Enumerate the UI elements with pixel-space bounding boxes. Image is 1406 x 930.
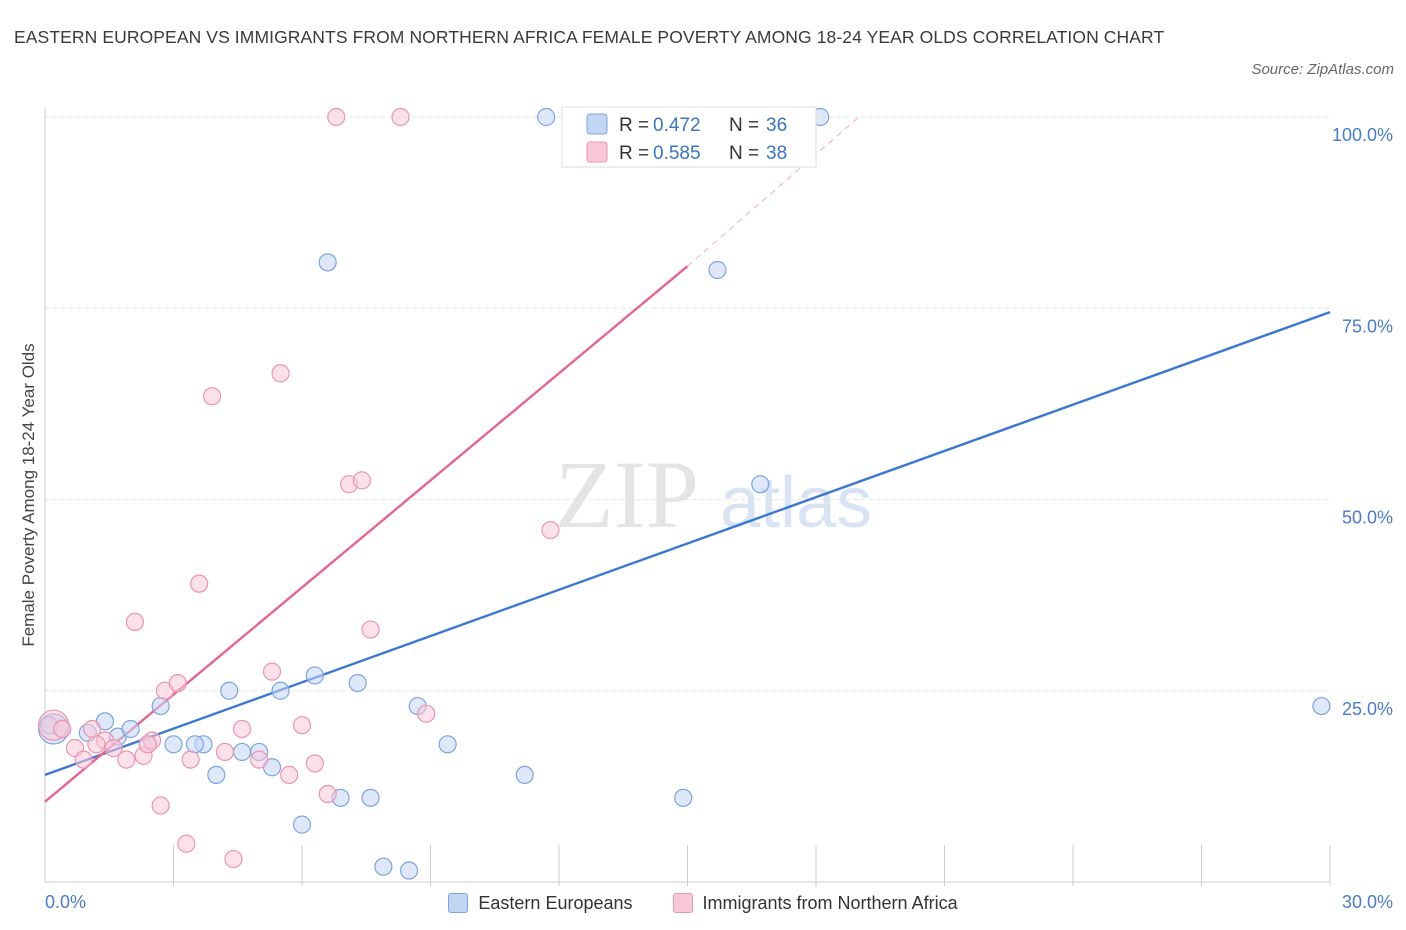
point-eastern-europeans xyxy=(121,719,140,739)
point-eastern-europeans xyxy=(151,696,170,716)
point-northern-africa xyxy=(305,754,324,773)
point-northern-africa xyxy=(87,735,106,754)
watermark-zip: ZIP xyxy=(555,441,699,548)
point-northern-africa xyxy=(125,612,145,632)
legend-item-northern-africa: Immigrants from Northern Africa xyxy=(672,892,958,914)
point-northern-africa xyxy=(53,719,72,739)
y-axis-label: Female Poverty Among 18-24 Year Olds xyxy=(19,343,38,646)
y-tick-label: 50.0% xyxy=(1342,508,1393,528)
y-tick-label: 100.0% xyxy=(1332,125,1393,145)
point-northern-africa xyxy=(250,750,269,769)
point-eastern-europeans xyxy=(438,735,457,754)
y-tick-label: 25.0% xyxy=(1342,699,1393,719)
legend-item-eastern-europeans: Eastern Europeans xyxy=(448,892,633,914)
point-northern-africa xyxy=(215,742,234,762)
series-legend: Eastern Europeans Immigrants from Northe… xyxy=(0,888,1406,918)
point-northern-africa xyxy=(177,834,196,853)
point-northern-africa xyxy=(271,364,290,383)
grid-lines xyxy=(45,116,1330,692)
point-eastern-europeans xyxy=(537,107,556,127)
legend-n-value-2: 38 xyxy=(766,143,787,164)
point-northern-africa xyxy=(117,750,136,769)
point-eastern-europeans xyxy=(708,260,727,280)
axes xyxy=(44,107,1331,886)
source-label: Source: ZipAtlas.com xyxy=(1251,61,1394,78)
legend-n-value-1: 36 xyxy=(766,115,787,136)
x-tick-label-min: 0.0% xyxy=(45,892,86,912)
trend-lines xyxy=(44,116,1331,803)
legend-swatch-northern-africa xyxy=(672,893,693,913)
point-northern-africa xyxy=(104,739,123,758)
point-eastern-europeans xyxy=(305,666,324,685)
point-eastern-europeans xyxy=(1312,696,1331,716)
point-northern-africa xyxy=(541,520,560,540)
legend-label-eastern-europeans: Eastern Europeans xyxy=(478,892,633,913)
legend-label-northern-africa: Immigrants from Northern Africa xyxy=(702,892,958,913)
point-northern-africa xyxy=(151,796,170,815)
point-northern-africa xyxy=(74,750,93,769)
point-northern-africa xyxy=(202,387,222,406)
y-tick-labels: 25.0% 50.0% 75.0% 100.0% xyxy=(1332,125,1393,719)
point-eastern-europeans xyxy=(232,742,252,762)
legend-swatch-blue xyxy=(586,113,608,135)
legend-n-label-1: N = xyxy=(729,115,759,136)
point-northern-africa xyxy=(318,784,337,804)
legend-n-label-2: N = xyxy=(729,143,759,164)
point-eastern-europeans xyxy=(361,788,380,807)
trend-line-1 xyxy=(44,265,689,803)
legend-r-label-1: R = xyxy=(619,115,649,136)
point-eastern-europeans xyxy=(185,735,205,754)
point-northern-africa xyxy=(181,750,200,769)
point-northern-africa xyxy=(292,716,312,735)
point-northern-africa xyxy=(327,107,346,127)
point-eastern-europeans xyxy=(207,765,226,785)
legend-r-label-2: R = xyxy=(619,143,649,164)
point-eastern-europeans xyxy=(515,765,534,785)
point-eastern-europeans xyxy=(318,253,337,272)
legend-r-value-2: 0.585 xyxy=(653,143,701,164)
point-northern-africa xyxy=(224,849,243,869)
stats-legend: R = 0.472 N = 36 R = 0.585 N = 38 xyxy=(561,106,817,168)
point-eastern-europeans xyxy=(164,735,183,754)
point-eastern-europeans xyxy=(399,861,419,880)
legend-swatch-pink xyxy=(586,141,608,163)
point-northern-africa xyxy=(352,471,372,490)
y-tick-label: 75.0% xyxy=(1342,316,1393,336)
point-northern-africa xyxy=(361,620,380,639)
point-northern-africa xyxy=(391,107,410,127)
point-northern-africa xyxy=(262,662,282,681)
point-northern-africa xyxy=(280,765,299,785)
point-eastern-europeans xyxy=(674,788,693,807)
trend-line-0 xyxy=(44,310,1331,777)
legend-r-value-1: 0.472 xyxy=(653,115,701,136)
point-eastern-europeans xyxy=(751,475,770,494)
watermark-atlas: atlas xyxy=(720,463,872,543)
chart-title: EASTERN EUROPEAN VS IMMIGRANTS FROM NORT… xyxy=(14,27,1165,47)
point-eastern-europeans xyxy=(292,815,312,834)
point-eastern-europeans xyxy=(374,857,393,876)
point-northern-africa xyxy=(190,574,209,593)
point-eastern-europeans xyxy=(220,681,239,700)
point-northern-africa xyxy=(138,735,157,754)
point-northern-africa xyxy=(232,719,252,739)
watermark: ZIP atlas xyxy=(555,441,872,548)
legend-swatch-eastern-europeans xyxy=(448,893,469,913)
point-northern-africa xyxy=(417,704,436,723)
x-tick-label-max: 30.0% xyxy=(1342,892,1393,912)
point-eastern-europeans xyxy=(348,673,367,693)
point-northern-africa xyxy=(168,673,187,693)
point-eastern-europeans xyxy=(271,681,290,700)
x-tick-labels: 0.0% 30.0% xyxy=(45,892,1393,912)
trend-line-extension-1 xyxy=(687,116,860,267)
